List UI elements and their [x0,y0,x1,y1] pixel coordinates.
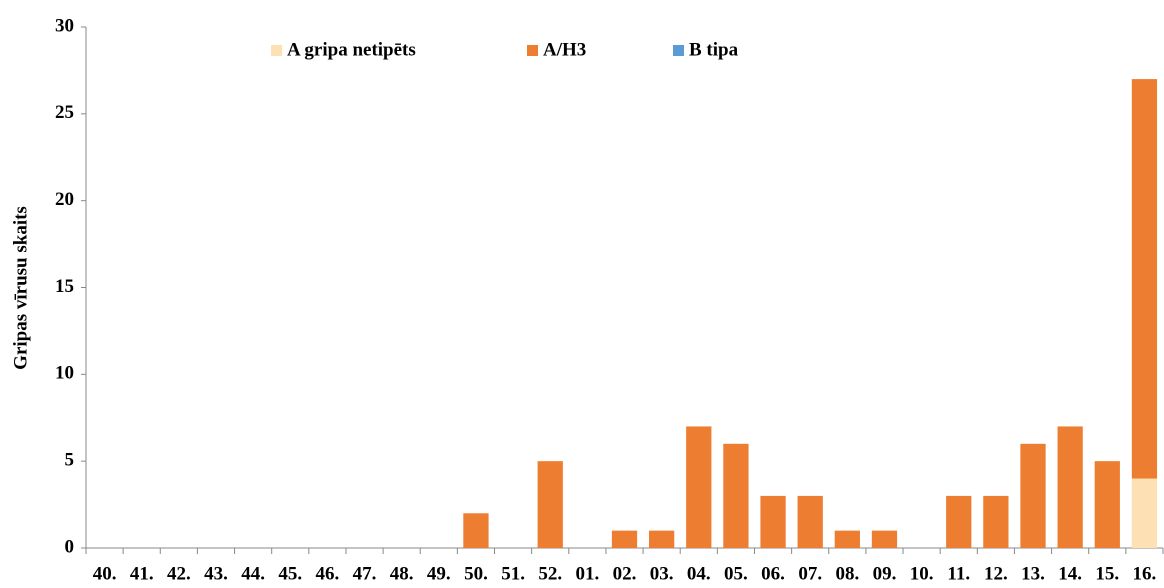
x-tick-label: 52. [538,563,562,584]
bar-segment [1020,443,1046,548]
x-tick-label: 46. [316,563,340,584]
x-tick-label: 08. [835,563,859,584]
x-tick-label: 11. [947,563,970,584]
legend-swatch [527,45,538,56]
x-tick-label: 50. [464,563,488,584]
y-tick-label: 0 [65,536,75,557]
bar-segment [649,530,675,548]
x-tick-label: 49. [427,563,451,584]
y-tick-label: 20 [55,189,74,210]
x-tick-label: 45. [278,563,302,584]
x-tick-label: 40. [93,563,117,584]
x-tick-label: 43. [204,563,228,584]
x-tick-label: 10. [910,563,934,584]
legend-label: A/H3 [543,39,586,60]
bar-segment [723,443,749,548]
bar-segment [611,530,638,548]
y-tick-label: 5 [65,450,75,471]
legend-swatch [673,45,684,56]
bar-segment [1131,478,1158,548]
x-tick-label: 44. [241,563,265,584]
y-tick-label: 10 [55,363,74,384]
x-tick-label: 02. [613,563,637,584]
x-tick-label: 15. [1095,563,1119,584]
x-tick-label: 01. [575,563,599,584]
y-tick-label: 25 [55,102,74,123]
x-tick-label: 47. [353,563,377,584]
bar-segment [537,461,563,548]
x-tick-label: 12. [984,563,1008,584]
bar-segment [686,426,712,548]
x-tick-label: 04. [687,563,711,584]
x-tick-label: 05. [724,563,748,584]
y-tick-label: 15 [55,276,74,297]
bar-segment [1057,426,1083,548]
bar-segment [797,495,823,548]
x-tick-label: 41. [130,563,154,584]
legend-swatch [271,45,282,56]
x-tick-label: 07. [798,563,822,584]
bar-segment [871,530,898,548]
y-axis-label: Gripas vīrusu skaits [10,206,31,370]
bar-segment [760,495,786,548]
x-tick-label: 13. [1021,563,1045,584]
x-tick-label: 42. [167,563,191,584]
x-tick-label: 14. [1058,563,1082,584]
x-tick-label: 03. [650,563,674,584]
legend-label: B tipa [689,39,739,60]
x-tick-label: 16. [1133,563,1157,584]
legend-label: A gripa netipēts [287,39,416,60]
bar-segment [983,495,1009,548]
x-tick-label: 09. [873,563,897,584]
bar-segment [946,495,972,548]
bar-segment [1094,461,1120,548]
x-tick-label: 51. [501,563,525,584]
bar-segment [834,530,860,548]
bar-segment [463,513,489,548]
y-tick-label: 30 [55,15,74,36]
x-tick-label: 48. [390,563,414,584]
bar-segment [1131,79,1158,479]
x-tick-label: 06. [761,563,785,584]
